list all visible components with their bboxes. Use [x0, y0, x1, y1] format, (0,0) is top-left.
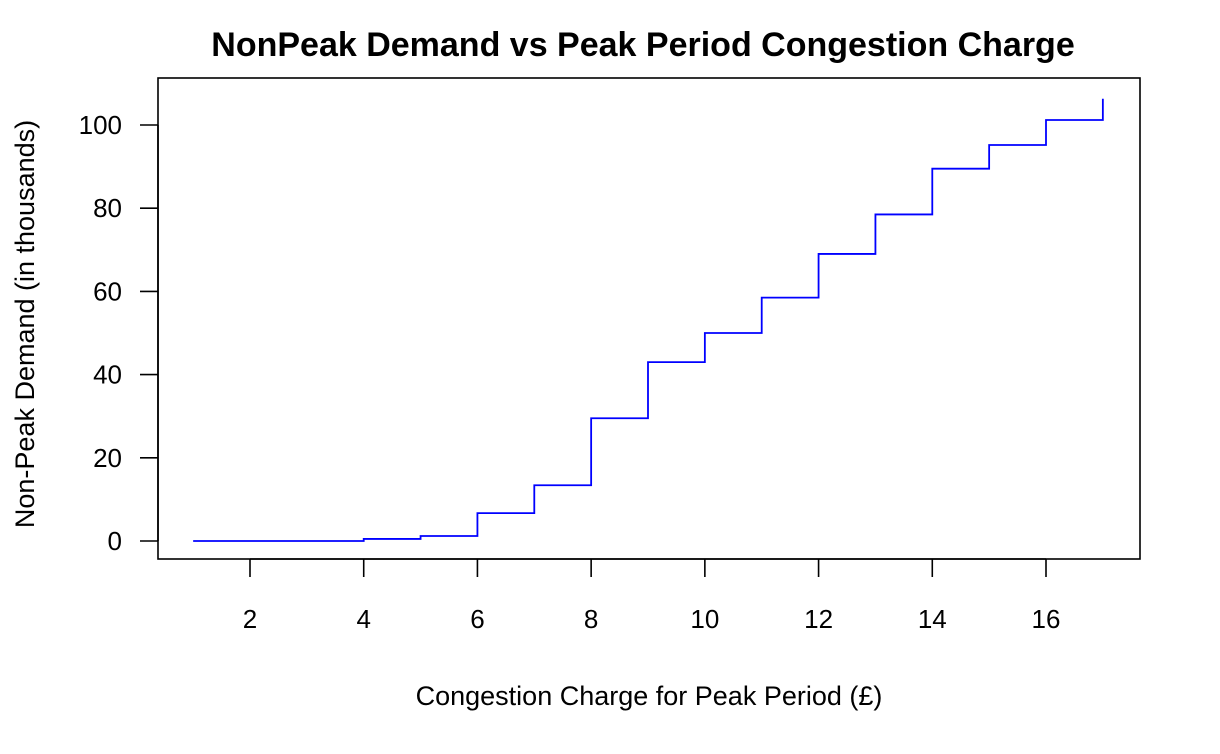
plot-frame: [157, 77, 1141, 560]
series-group: [193, 98, 1104, 542]
chart-title: NonPeak Demand vs Peak Period Congestion…: [211, 26, 1074, 64]
series-line: [193, 98, 1104, 542]
x-tick-label: 6: [470, 604, 484, 634]
x-tick-label: 2: [243, 604, 257, 634]
y-tick-label: 40: [93, 360, 122, 390]
y-tick-label: 80: [93, 193, 122, 223]
x-tick-label: 10: [690, 604, 719, 634]
y-axis-label: Non-Peak Demand (in thousands): [10, 120, 40, 528]
y-tick-label: 20: [93, 443, 122, 473]
y-tick-label: 100: [79, 110, 122, 140]
x-tick-label: 12: [804, 604, 833, 634]
y-tick-label: 60: [93, 276, 122, 306]
x-axis: 2 4 6 8 10 12 14 16: [243, 558, 1061, 634]
x-tick-label: 14: [918, 604, 947, 634]
x-tick-label: 8: [584, 604, 598, 634]
y-axis: 0 20 40 60 80 100: [79, 110, 159, 556]
x-tick-label: 16: [1032, 604, 1061, 634]
x-tick-label: 4: [356, 604, 370, 634]
y-tick-label: 0: [108, 526, 122, 556]
x-axis-label: Congestion Charge for Peak Period (£): [416, 681, 883, 711]
